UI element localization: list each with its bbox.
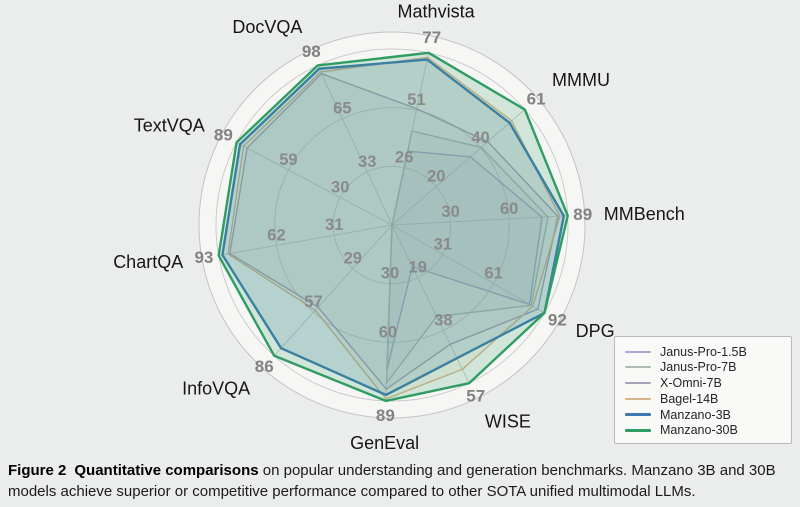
legend-swatch [625, 350, 651, 353]
axis-tick-value: 31 [325, 216, 343, 234]
axis-max-value: 89 [376, 406, 395, 425]
axis-tick-value: 30 [331, 178, 349, 196]
axis-tick-value: 61 [484, 265, 502, 283]
axis-tick-value: 30 [441, 203, 459, 221]
axis-tick-value: 30 [381, 265, 399, 283]
series-fill-X-Omni-7B [229, 73, 558, 390]
axis-label-DocVQA: DocVQA [232, 17, 302, 37]
legend-item: X-Omni-7B [625, 376, 783, 391]
axis-label-Mathvista: Mathvista [398, 2, 476, 22]
axis-label-InfoVQA: InfoVQA [182, 379, 250, 399]
series-fill-Bagel-14B [227, 57, 560, 399]
chart-legend: Janus-Pro-1.5B Janus-Pro-7B X-Omni-7B Bagel… [614, 336, 792, 444]
axis-tick-value: 19 [409, 259, 427, 277]
grid-spoke [391, 224, 545, 314]
series-line-Janus-Pro-7B [385, 130, 549, 384]
series-line-Bagel-14B [227, 56, 561, 400]
axis-tick-value: 31 [434, 235, 452, 253]
legend-label: Manzano-30B [660, 423, 738, 438]
legend-swatch [625, 366, 651, 369]
grid-ring [332, 165, 452, 285]
grid-spoke [273, 224, 393, 357]
axis-tick-value: 51 [407, 91, 425, 109]
grid-ring [274, 107, 510, 343]
axis-tick-value: 29 [344, 250, 362, 268]
radar-chart: 26 51 77 20 40 61 30 60 89 31 61 92 19 38 57 30 60 89 29 57… [113, 2, 685, 452]
legend-swatch [625, 413, 651, 417]
legend-label: X-Omni-7B [660, 376, 722, 391]
legend-swatch [625, 428, 651, 432]
legend-item: Manzano-30B [625, 423, 783, 438]
grid-spoke [391, 215, 568, 226]
axis-label-MMMU: MMMU [552, 70, 610, 90]
axis-label-ChartQA: ChartQA [113, 252, 183, 272]
axis-label-WISE: WISE [485, 412, 531, 432]
caption-title: Quantitative comparisons [74, 462, 259, 479]
series-line-Manzano-30B [217, 51, 569, 403]
axis-max-value: 57 [466, 387, 485, 406]
axis-tick-value: 60 [500, 200, 518, 218]
series-fill-Manzano-3B [222, 59, 564, 395]
axis-tick-value: 60 [379, 323, 397, 341]
axis-tick-value: 20 [427, 168, 445, 186]
axis-max-value: 93 [194, 248, 213, 267]
axis-tick-value: 38 [434, 311, 452, 329]
axis-max-value: 89 [573, 205, 592, 224]
grid-spoke [218, 224, 393, 257]
legend-item: Janus-Pro-1.5B [625, 344, 783, 359]
axis-tick-value: 57 [304, 293, 322, 311]
legend-swatch [625, 382, 651, 385]
axis-label-MMBench: MMBench [604, 204, 685, 224]
caption-body: on popular understanding and generation … [8, 462, 776, 501]
axis-max-value: 89 [214, 125, 233, 144]
series-line-Manzano-3B [221, 58, 566, 397]
axis-tick-value: 62 [267, 226, 285, 244]
axis-tick-value: 40 [471, 129, 489, 147]
series-line-X-Omni-7B [229, 72, 559, 390]
legend-label: Manzano-3B [660, 407, 731, 422]
legend-item: Bagel-14B [625, 391, 783, 406]
axis-max-value: 98 [302, 42, 321, 61]
axis-max-value: 77 [422, 28, 441, 47]
series-fill-Janus-Pro-1.5B [386, 151, 543, 370]
axis-tick-value: 33 [358, 153, 376, 171]
caption-figure-label: Figure 2 [8, 462, 67, 479]
legend-item: Janus-Pro-7B [625, 360, 783, 375]
figure-caption: Figure 2 Quantitative comparisons on popu… [8, 460, 792, 503]
legend-label: Janus-Pro-1.5B [660, 344, 747, 359]
grid-spoke [391, 224, 470, 384]
axis-tick-value: 26 [395, 149, 413, 167]
series-fill-Janus-Pro-7B [386, 131, 549, 384]
legend-swatch [625, 397, 651, 400]
grid-ring [215, 48, 569, 402]
axis-max-value: 92 [548, 310, 567, 329]
legend-label: Janus-Pro-7B [660, 360, 737, 375]
axis-max-value: 61 [527, 90, 546, 109]
axis-label-DPG: DPG [576, 321, 615, 341]
grid-spoke [236, 141, 393, 226]
axis-tick-value: 65 [333, 100, 351, 118]
grid-spoke [317, 65, 393, 226]
legend-label: Bagel-14B [660, 391, 719, 406]
grid-spoke [391, 109, 526, 226]
axis-tick-value: 59 [279, 151, 297, 169]
axis-max-value: 86 [255, 357, 274, 376]
axis-label-GenEval: GenEval [350, 433, 419, 452]
series-fill-Manzano-30B [218, 52, 568, 401]
legend-item: Manzano-3B [625, 407, 783, 422]
axis-label-TextVQA: TextVQA [134, 115, 205, 135]
radar-figure: 26 51 77 20 40 61 30 60 89 31 61 92 19 38 57 30 60 89 29 57… [113, 2, 792, 452]
